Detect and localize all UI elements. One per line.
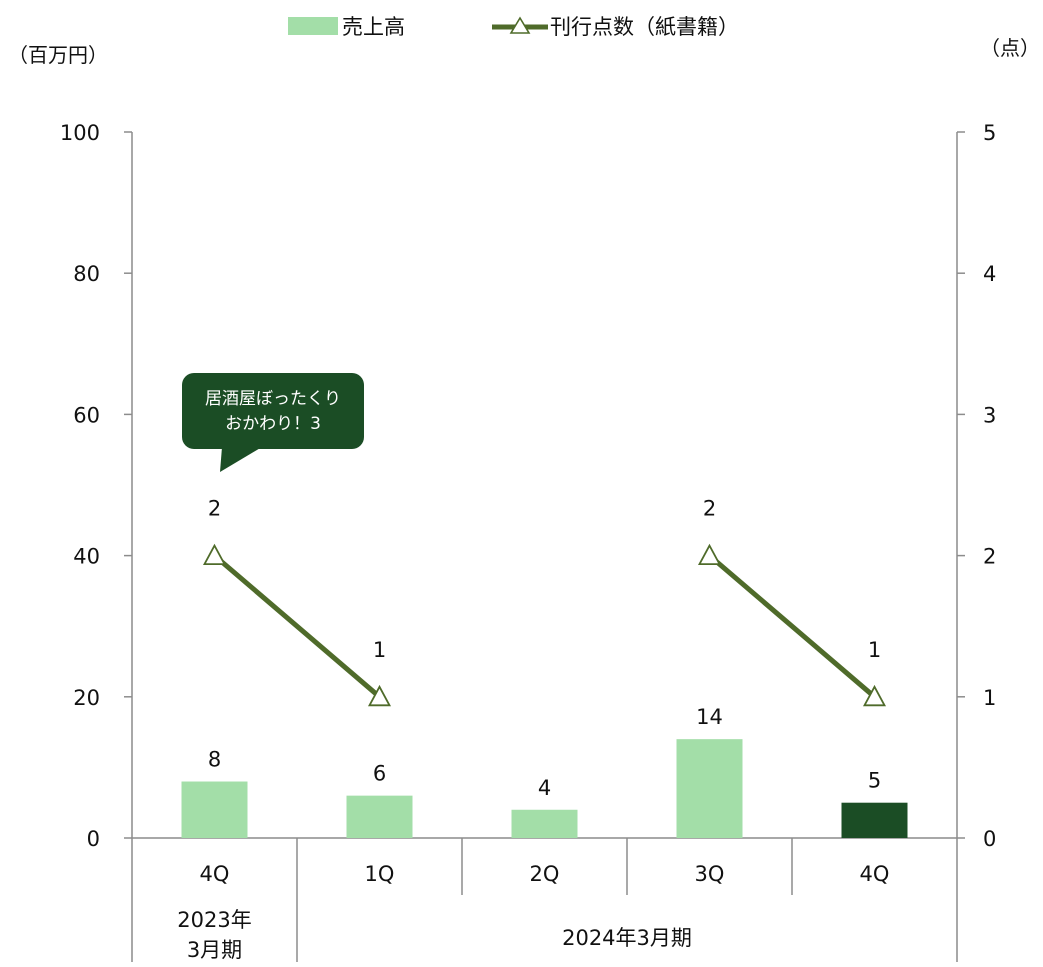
bar-value-label: 4 xyxy=(538,776,551,800)
group-label: 3月期 xyxy=(187,938,242,962)
left-tick-label: 20 xyxy=(73,686,100,710)
callout-box xyxy=(182,373,364,449)
bar-sales xyxy=(676,739,743,838)
line-value-label: 1 xyxy=(868,638,881,662)
legend-swatch-sales xyxy=(288,17,338,35)
legend-label-publications: 刊行点数（紙書籍） xyxy=(550,15,739,39)
line-value-label: 2 xyxy=(703,497,716,521)
line-segment-publications xyxy=(707,553,877,700)
line-segment-publications xyxy=(212,553,382,700)
bar-value-label: 5 xyxy=(868,769,881,793)
bar-value-label: 14 xyxy=(696,705,723,729)
bar-sales xyxy=(511,809,578,838)
triangle-marker xyxy=(697,543,722,565)
group-label: 2023年 xyxy=(177,908,251,932)
bar-sales xyxy=(841,802,908,838)
category-label: 4Q xyxy=(860,862,890,886)
left-tick-label: 80 xyxy=(73,262,100,286)
callout-text: おかわり！3 xyxy=(225,414,321,434)
right-tick-label: 3 xyxy=(983,403,996,427)
line-value-label: 2 xyxy=(208,497,221,521)
bar-value-label: 8 xyxy=(208,748,221,772)
right-tick-label: 5 xyxy=(983,121,996,145)
right-tick-label: 1 xyxy=(983,686,996,710)
right-unit-label: （点） xyxy=(980,36,1040,60)
line-value-label: 1 xyxy=(373,638,386,662)
triangle-marker xyxy=(862,684,887,707)
legend-label-sales: 売上高 xyxy=(342,15,405,39)
right-tick-label: 2 xyxy=(983,545,996,569)
left-tick-label: 40 xyxy=(73,545,100,569)
right-tick-label: 0 xyxy=(983,827,996,851)
category-label: 2Q xyxy=(530,862,560,886)
callout-pointer xyxy=(220,447,262,472)
left-tick-label: 60 xyxy=(73,403,100,427)
bar-value-label: 6 xyxy=(373,762,386,786)
right-tick-label: 4 xyxy=(983,262,996,286)
bar-sales xyxy=(181,781,248,838)
bar-sales xyxy=(346,795,413,838)
triangle-marker xyxy=(202,543,227,565)
category-label: 1Q xyxy=(365,862,395,886)
triangle-marker xyxy=(367,684,392,707)
legend-triangle-marker xyxy=(509,16,531,34)
category-label: 3Q xyxy=(695,862,725,886)
left-tick-label: 0 xyxy=(87,827,100,851)
group-label: 2024年3月期 xyxy=(562,926,692,950)
category-label: 4Q xyxy=(200,862,230,886)
callout-text: 居酒屋ぼったくり xyxy=(205,389,341,409)
left-tick-label: 100 xyxy=(60,121,100,145)
left-unit-label: （百万円） xyxy=(8,43,108,67)
